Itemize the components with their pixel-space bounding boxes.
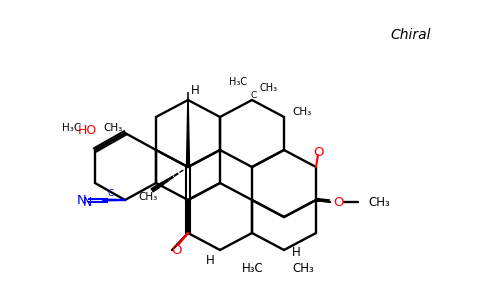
Text: N: N (77, 194, 87, 206)
Text: CH₃: CH₃ (292, 107, 311, 117)
Text: H: H (292, 247, 301, 260)
Text: HO: HO (77, 124, 97, 137)
Text: C: C (108, 190, 114, 199)
Text: CH₃: CH₃ (368, 196, 390, 208)
Text: O: O (333, 196, 343, 208)
Polygon shape (316, 199, 330, 202)
Text: O: O (171, 244, 181, 257)
Text: C: C (251, 92, 257, 100)
Text: H₃C: H₃C (242, 262, 264, 275)
Polygon shape (186, 92, 190, 167)
Text: H₃C: H₃C (62, 123, 81, 133)
Text: CH₃: CH₃ (260, 83, 278, 93)
Text: H: H (206, 254, 214, 266)
Text: H: H (191, 83, 200, 97)
Text: CH₃: CH₃ (103, 123, 122, 133)
Text: Chiral: Chiral (390, 28, 430, 42)
Text: H₃C: H₃C (229, 77, 247, 87)
Text: N: N (82, 196, 91, 208)
Text: CH₃: CH₃ (138, 192, 158, 202)
Text: O: O (313, 146, 323, 160)
Text: CH₃: CH₃ (292, 262, 314, 275)
